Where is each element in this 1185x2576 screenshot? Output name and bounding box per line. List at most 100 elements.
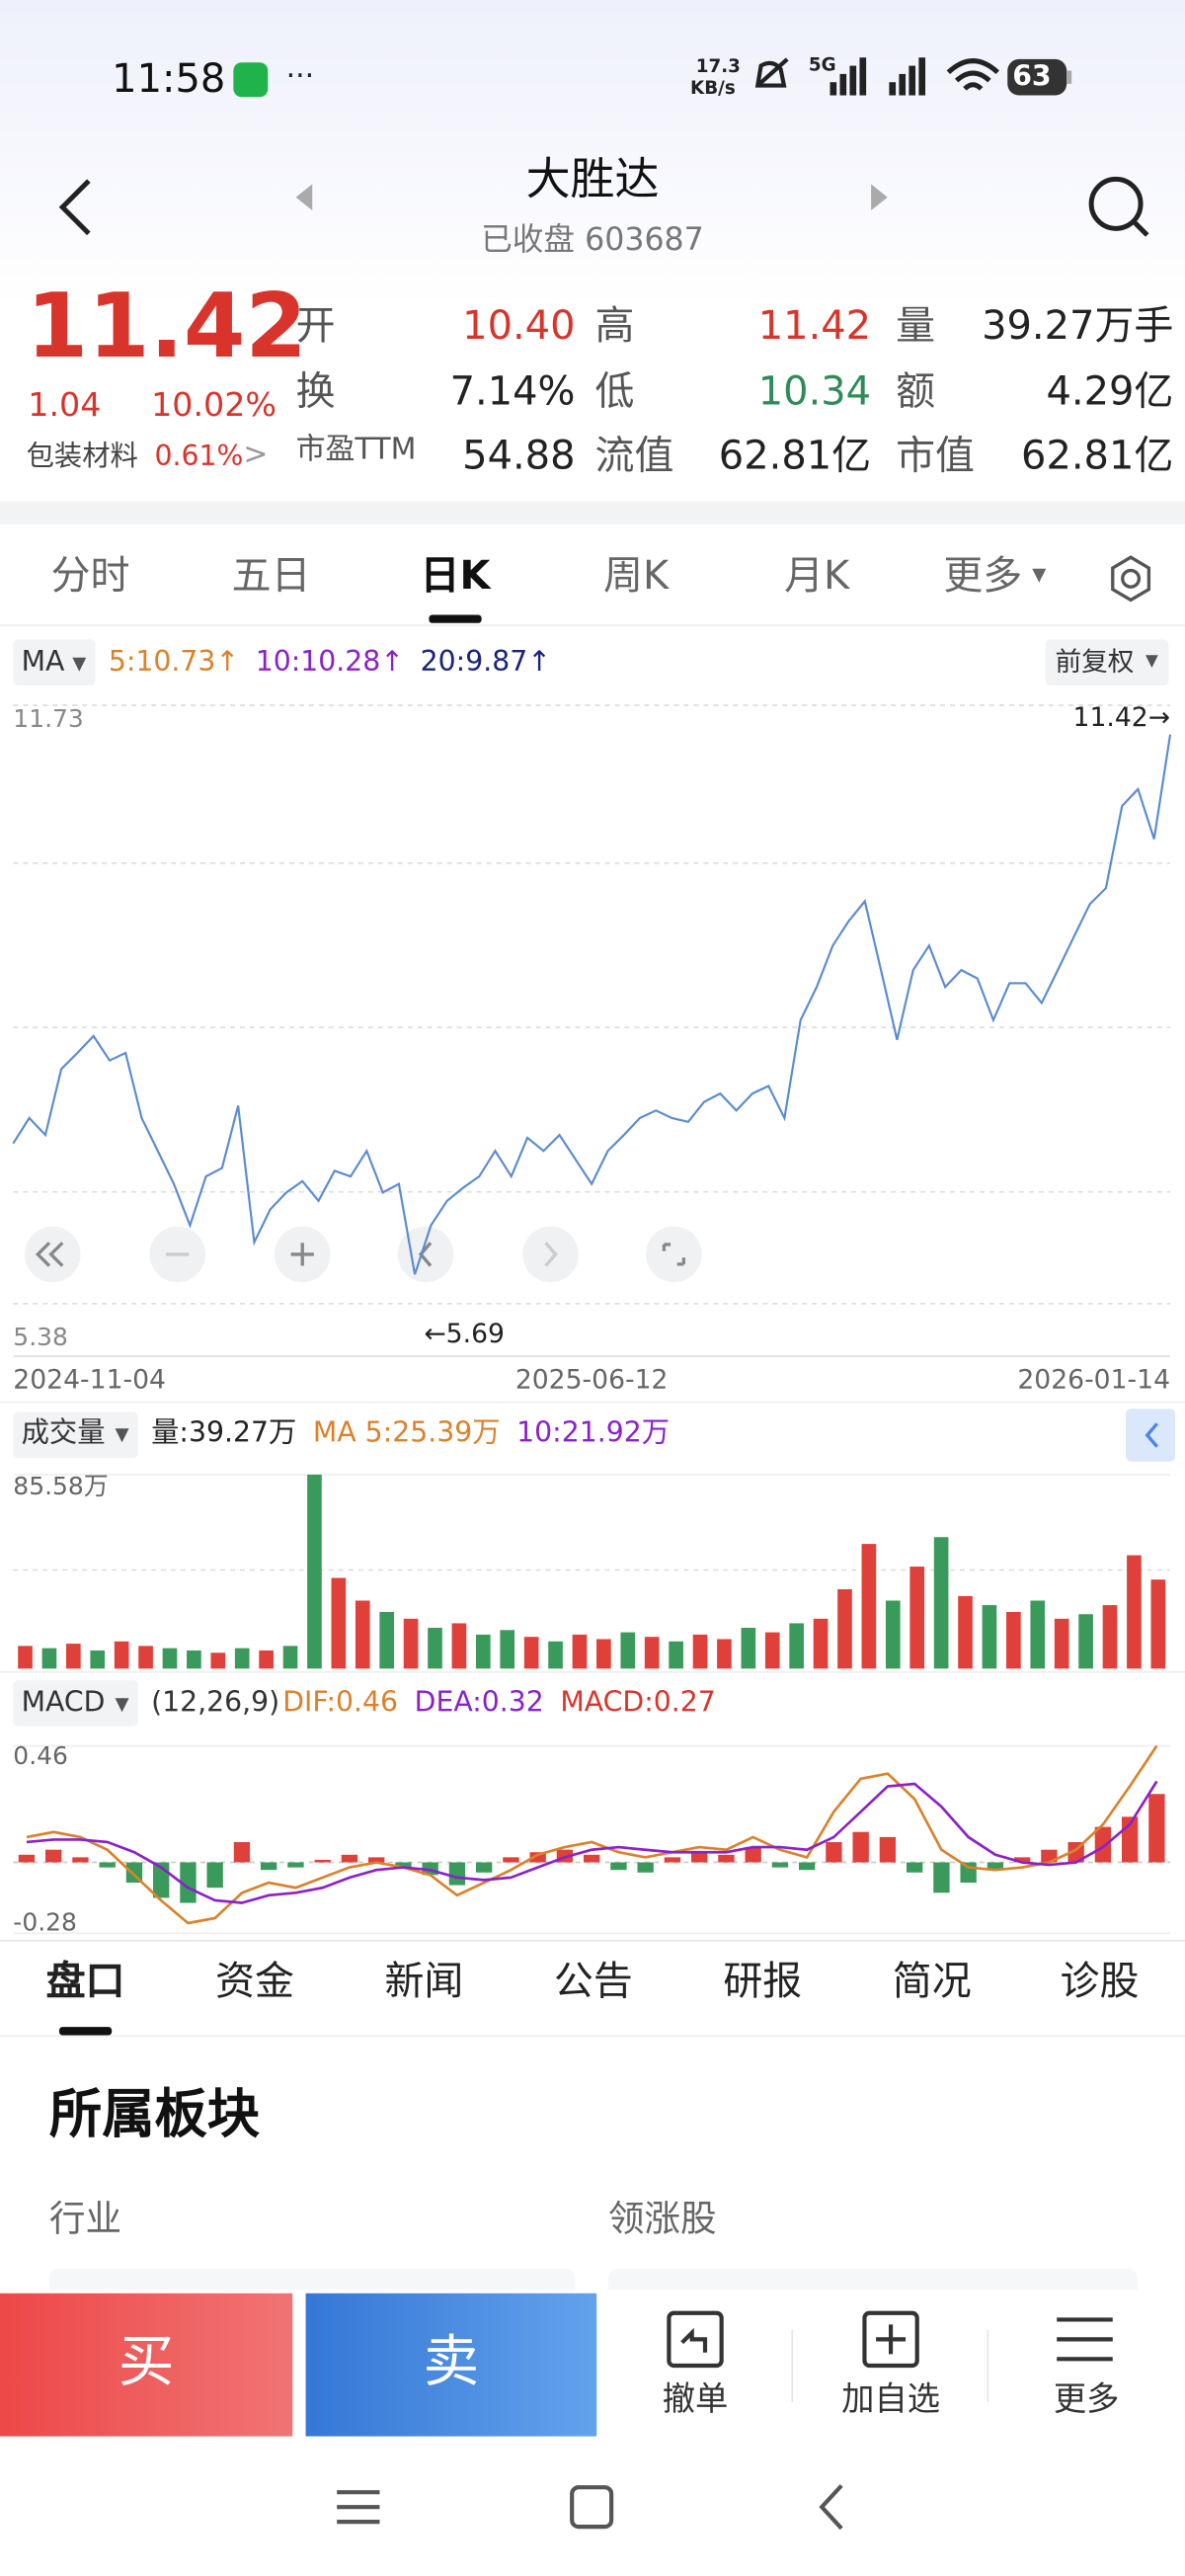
settings-icon[interactable] (1104, 552, 1156, 604)
volume-bar (644, 1637, 660, 1669)
macd-bar (1148, 1794, 1165, 1863)
macd-bar (879, 1836, 897, 1863)
info-tab[interactable]: 公告 (553, 1958, 633, 2004)
status-icons (754, 57, 1072, 96)
y-tick-label: 5.38 (13, 1323, 68, 1351)
chart-tab[interactable]: 更多 (943, 552, 1023, 599)
chart-controls (24, 1226, 702, 1283)
chart-tab[interactable]: 日K (420, 552, 491, 599)
action-label[interactable]: 加自选 (841, 2378, 941, 2419)
battery: 63 (1012, 60, 1052, 94)
volume-bar (669, 1641, 683, 1669)
volume-bar (259, 1650, 274, 1669)
separator (0, 624, 1185, 627)
stat-value: 4.29亿 (1046, 367, 1174, 415)
stat-value: 10.34 (757, 367, 872, 415)
volume-bar (1006, 1611, 1021, 1669)
macd-legend-item: DEA:0.32 (414, 1686, 544, 1720)
macd-bar (206, 1862, 223, 1889)
adjust-button[interactable] (1045, 639, 1169, 686)
volume-button[interactable] (13, 1411, 138, 1459)
chart-tab[interactable]: 月K (784, 552, 850, 599)
volume-bar (909, 1567, 925, 1669)
sector[interactable]: 包装材料 (26, 441, 138, 474)
macd-bar (368, 1857, 385, 1863)
top-bg (0, 0, 1185, 514)
section-left: 行业 (48, 2199, 122, 2241)
macd-bar (1094, 1826, 1112, 1863)
caret: ▼ (1146, 652, 1158, 672)
collapse-icon (1145, 1422, 1158, 1448)
volume-bar (1127, 1555, 1142, 1669)
search[interactable] (1088, 176, 1144, 231)
volume-bar (451, 1623, 467, 1669)
collapse-button[interactable] (1126, 1409, 1176, 1462)
macd-bar (287, 1862, 304, 1868)
info-tab[interactable]: 诊股 (1060, 1958, 1140, 2004)
date-label: 2026-01-14 (1017, 1365, 1170, 1396)
caret: ▼ (115, 1693, 129, 1715)
speed-unit: KB/s (690, 77, 736, 99)
volume-bar (307, 1474, 322, 1669)
ma-button[interactable] (13, 639, 96, 686)
section-right: 领涨股 (607, 2199, 717, 2241)
change: 1.04 (28, 384, 102, 425)
buy-button[interactable] (0, 2293, 293, 2437)
macd-params: (12,26,9) (151, 1686, 280, 1720)
info-tab[interactable]: 资金 (215, 1958, 294, 2004)
volume-bar (741, 1628, 756, 1669)
ma-item: 20:9.87↑ (420, 646, 551, 680)
chart-tab[interactable]: 分时 (50, 552, 130, 599)
stat-value: 54.88 (462, 432, 576, 479)
buy-label: 买 (118, 2329, 175, 2395)
stat-value: 62.81亿 (718, 432, 872, 479)
macd-bar (314, 1859, 331, 1863)
stat-label: 市盈TTM (295, 432, 417, 467)
info-tab[interactable]: 研报 (723, 1958, 803, 2004)
network: 5G (808, 53, 836, 76)
macd-bar (690, 1852, 708, 1863)
price: 11.42 (26, 274, 307, 378)
date-label: 2025-06-12 (515, 1365, 669, 1396)
stat-label: 流值 (594, 432, 674, 479)
macd-button[interactable] (13, 1679, 138, 1727)
time: 11:58 (112, 55, 226, 103)
volume-bar (885, 1600, 901, 1669)
volume-bar (717, 1639, 732, 1669)
info-tab[interactable]: 简况 (892, 1958, 972, 2004)
macd-bar (72, 1857, 89, 1863)
macd-bar (771, 1862, 789, 1868)
volume-bar (187, 1650, 201, 1669)
action-label[interactable]: 更多 (1053, 2378, 1120, 2419)
volume-bar (355, 1600, 370, 1669)
volume-bar (162, 1648, 178, 1669)
macd-legend-item: DIF:0.46 (282, 1686, 399, 1720)
volume-bar (114, 1641, 129, 1669)
volume-bar (837, 1589, 852, 1669)
macd-bar (960, 1862, 977, 1884)
volume-legend-item: MA 5:25.39万 (312, 1416, 501, 1450)
y-tick-label: -0.28 (13, 1907, 77, 1936)
nav-bar (337, 2484, 843, 2531)
info-tab[interactable]: 新闻 (384, 1958, 464, 2004)
macd-bar (637, 1862, 654, 1873)
volume-bar (596, 1639, 611, 1669)
chart-tab[interactable]: 五日 (231, 552, 311, 599)
macd-line (26, 1744, 1158, 1925)
info-tab[interactable]: 盘口 (45, 1958, 125, 2004)
volume-bar (1054, 1618, 1069, 1669)
separator (0, 1939, 1185, 1942)
volume-bar (282, 1646, 298, 1669)
back[interactable] (58, 179, 91, 236)
y-tick-label: 0.46 (13, 1741, 68, 1770)
y-tick-label: 11.73 (13, 704, 83, 733)
volume-bar (692, 1634, 708, 1669)
macd-bar (261, 1862, 277, 1871)
volume-bar (66, 1644, 81, 1669)
chart-tab[interactable]: 周K (603, 552, 670, 599)
sell-button[interactable] (305, 2293, 597, 2437)
volume-bar (475, 1634, 491, 1669)
price-line (12, 734, 1172, 1275)
macd-bar (503, 1857, 519, 1863)
action-label[interactable]: 撤单 (662, 2378, 729, 2419)
